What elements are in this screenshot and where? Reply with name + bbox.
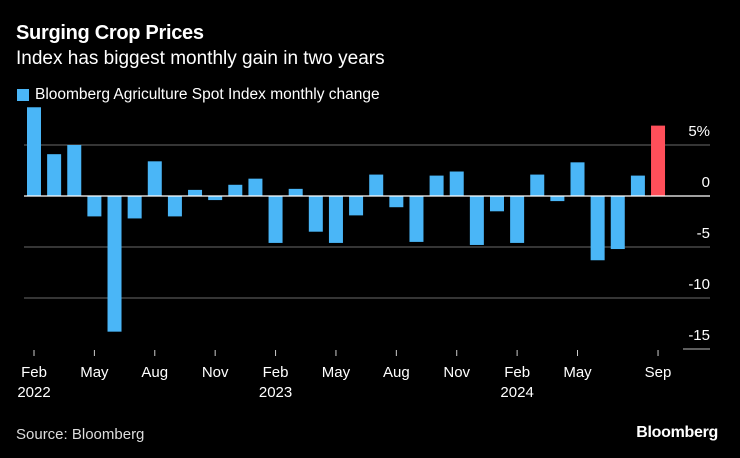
bar: [87, 196, 102, 217]
bar: [328, 196, 343, 243]
bar: [590, 196, 605, 261]
x-tick-label: Feb: [263, 364, 289, 381]
bar: [630, 175, 645, 196]
x-tick-label: Aug: [383, 364, 410, 381]
bar: [47, 154, 62, 196]
y-tick-label: -15: [688, 327, 710, 344]
bar: [369, 174, 384, 196]
x-tick-label: May: [80, 364, 109, 381]
bar: [409, 196, 424, 242]
legend-label: Bloomberg Agriculture Spot Index monthly…: [35, 86, 380, 103]
legend: Bloomberg Agriculture Spot Index monthly…: [17, 86, 380, 104]
bar: [27, 107, 41, 196]
bar: [188, 189, 203, 196]
y-tick-label: 5%: [688, 123, 710, 140]
bar: [469, 196, 484, 245]
chart-title: Surging Crop Prices: [16, 22, 204, 44]
bar: [449, 171, 464, 196]
y-tick-label: 0: [702, 174, 710, 191]
bar: [107, 196, 122, 332]
bar: [127, 196, 142, 219]
bar: [308, 196, 323, 232]
bar: [550, 196, 565, 202]
bar: [288, 188, 303, 196]
y-tick-label: -10: [688, 276, 710, 293]
bar: [389, 196, 404, 208]
bar: [208, 196, 223, 201]
x-tick-label: Feb: [21, 364, 47, 381]
bar: [610, 196, 625, 250]
x-tick-label: Nov: [202, 364, 229, 381]
y-tick-label: -5: [697, 225, 710, 242]
x-tick-year: 2022: [17, 384, 50, 401]
bar: [167, 196, 182, 217]
bar: [489, 196, 504, 212]
bar: [268, 196, 283, 243]
bar: [651, 125, 666, 196]
bar: [147, 161, 162, 196]
bloomberg-logo: Bloomberg: [636, 424, 718, 441]
bar: [67, 145, 82, 196]
x-tick-year: 2024: [500, 384, 533, 401]
legend-swatch: [17, 89, 29, 101]
x-tick-label: Feb: [504, 364, 530, 381]
x-tick-year: 2023: [259, 384, 292, 401]
x-tick-label: Aug: [141, 364, 168, 381]
x-tick-label: Nov: [443, 364, 470, 381]
bar: [228, 184, 243, 196]
bar: [510, 196, 525, 243]
bar: [570, 162, 585, 196]
x-tick-label: May: [322, 364, 351, 381]
bar: [530, 174, 545, 196]
bar: [248, 178, 263, 196]
chart-subtitle: Index has biggest monthly gain in two ye…: [16, 48, 385, 69]
bar: [349, 196, 364, 216]
bar: [429, 175, 444, 196]
source-note: Source: Bloomberg: [16, 426, 145, 443]
x-tick-label: May: [563, 364, 592, 381]
x-tick-label: Sep: [645, 364, 672, 381]
